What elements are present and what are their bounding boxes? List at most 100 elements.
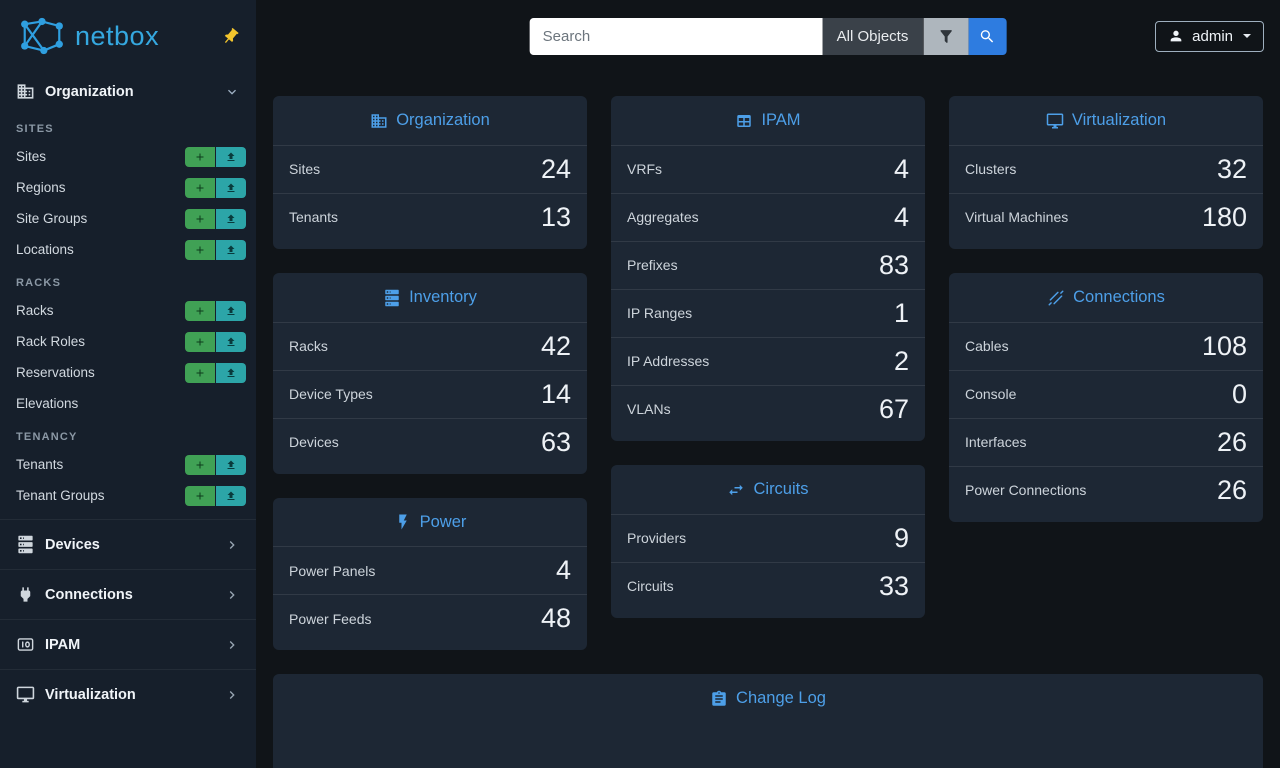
sidebar-item-label: IPAM: [45, 636, 81, 653]
sidebar-item-reservations[interactable]: Reservations: [0, 357, 256, 388]
stat-row-power-panels[interactable]: Power Panels 4: [273, 546, 587, 594]
sidebar-item-virtualization[interactable]: Virtualization: [0, 669, 256, 719]
stat-row-virtual-machines[interactable]: Virtual Machines 180: [949, 192, 1263, 241]
card-header[interactable]: IPAM: [611, 96, 925, 145]
stat-value: 9: [893, 522, 909, 553]
card-header[interactable]: Virtualization: [949, 96, 1263, 145]
add-button[interactable]: [185, 362, 215, 383]
user-menu-button[interactable]: admin: [1155, 20, 1264, 52]
sidebar-item-label: Elevations: [16, 396, 79, 411]
sidebar-item-organization[interactable]: Organization: [0, 72, 256, 111]
stat-row-vlans[interactable]: VLANs 67: [611, 384, 925, 433]
pin-icon[interactable]: [217, 23, 244, 50]
import-button[interactable]: [216, 300, 246, 321]
add-button[interactable]: [185, 454, 215, 475]
stat-value: 14: [540, 378, 571, 409]
sidebar-item-connections[interactable]: Connections: [0, 569, 256, 619]
stat-row-vrfs[interactable]: VRFs 4: [611, 144, 925, 193]
card-organization: Organization Sites 24 Tenants 13: [273, 96, 587, 249]
import-button[interactable]: [216, 177, 246, 198]
stat-row-ip-addresses[interactable]: IP Addresses 2: [611, 336, 925, 385]
stat-value: 2: [893, 345, 909, 376]
sidebar-item-sites[interactable]: Sites: [0, 141, 256, 172]
import-button[interactable]: [216, 146, 246, 167]
stat-row-sites[interactable]: Sites 24: [273, 144, 587, 193]
search-button[interactable]: [968, 17, 1007, 55]
stat-row-tenants[interactable]: Tenants 13: [273, 192, 587, 241]
stat-row-power-feeds[interactable]: Power Feeds 48: [273, 594, 587, 642]
sidebar: netbox Organization SITES Sites Regions Sit…: [0, 0, 256, 768]
card-header[interactable]: Change Log: [273, 674, 1263, 723]
card-header[interactable]: Circuits: [611, 465, 925, 514]
stat-label: IP Ranges: [627, 305, 693, 322]
dashboard-column: Virtualization Clusters 32 Virtual Machines…: [949, 96, 1263, 650]
import-button[interactable]: [216, 208, 246, 229]
stat-row-cables[interactable]: Cables 108: [949, 321, 1263, 370]
sidebar-item-regions[interactable]: Regions: [0, 172, 256, 203]
add-button[interactable]: [185, 208, 215, 229]
stat-row-prefixes[interactable]: Prefixes 83: [611, 240, 925, 289]
sidebar-item-racks[interactable]: Racks: [0, 295, 256, 326]
import-button[interactable]: [216, 362, 246, 383]
sidebar-item-devices[interactable]: Devices: [0, 519, 256, 569]
add-button[interactable]: [185, 239, 215, 260]
netbox-logo-text: netbox: [75, 20, 160, 51]
stat-row-device-types[interactable]: Device Types 14: [273, 369, 587, 418]
stat-row-aggregates[interactable]: Aggregates 4: [611, 192, 925, 241]
server-icon: [383, 289, 401, 307]
stat-row-ip-ranges[interactable]: IP Ranges 1: [611, 288, 925, 337]
sidebar-item-ipam[interactable]: IPAM: [0, 619, 256, 669]
stat-row-devices[interactable]: Devices 63: [273, 417, 587, 466]
netbox-logo[interactable]: netbox: [16, 16, 159, 56]
object-type-dropdown[interactable]: All Objects: [822, 17, 923, 55]
stat-row-interfaces[interactable]: Interfaces 26: [949, 417, 1263, 466]
search-input[interactable]: [529, 17, 823, 55]
add-button[interactable]: [185, 177, 215, 198]
import-button[interactable]: [216, 485, 246, 506]
lightning-icon: [394, 513, 412, 531]
add-button[interactable]: [185, 331, 215, 352]
sidebar-item-locations[interactable]: Locations: [0, 234, 256, 265]
stat-row-power-connections[interactable]: Power Connections 26: [949, 465, 1263, 514]
card-header[interactable]: Power: [273, 498, 587, 547]
stat-label: Clusters: [965, 161, 1017, 178]
stat-row-racks[interactable]: Racks 42: [273, 321, 587, 370]
card-ipam: IPAM VRFs 4 Aggregates 4 Prefixes 83 IP Ranges 1…: [611, 96, 925, 441]
building-icon: [370, 112, 388, 130]
quick-actions: [185, 454, 246, 475]
card-power: Power Power Panels 4 Power Feeds 48: [273, 497, 587, 651]
stat-label: Power Feeds: [289, 610, 372, 627]
quick-actions: [185, 362, 246, 383]
import-button[interactable]: [216, 454, 246, 475]
import-button[interactable]: [216, 239, 246, 260]
stat-row-circuits[interactable]: Circuits 33: [611, 561, 925, 610]
stat-label: IP Addresses: [627, 353, 710, 370]
quick-actions: [185, 208, 246, 229]
stat-row-providers[interactable]: Providers 9: [611, 513, 925, 562]
stat-label: Tenants: [289, 209, 339, 226]
add-button[interactable]: [185, 300, 215, 321]
sidebar-item-rack-roles[interactable]: Rack Roles: [0, 326, 256, 357]
card-title: Power: [419, 512, 467, 531]
import-button[interactable]: [216, 331, 246, 352]
stat-value: 4: [555, 555, 571, 586]
card-header[interactable]: Inventory: [273, 273, 587, 322]
stat-label: Prefixes: [627, 257, 678, 274]
add-button[interactable]: [185, 485, 215, 506]
sidebar-item-label: Site Groups: [16, 211, 88, 226]
card-header[interactable]: Connections: [949, 273, 1263, 322]
stat-row-console[interactable]: Console 0: [949, 369, 1263, 418]
sidebar-item-label: Tenant Groups: [16, 488, 105, 503]
sidebar-item-tenants[interactable]: Tenants: [0, 449, 256, 480]
filter-button[interactable]: [922, 17, 969, 55]
stat-row-clusters[interactable]: Clusters 32: [949, 144, 1263, 193]
sidebar-item-elevations[interactable]: Elevations: [0, 388, 256, 419]
stat-label: Devices: [289, 434, 339, 451]
table-icon: [735, 112, 753, 130]
sidebar-item-tenant-groups[interactable]: Tenant Groups: [0, 480, 256, 511]
add-button[interactable]: [185, 146, 215, 167]
sidebar-item-label: Rack Roles: [16, 334, 86, 349]
sidebar-item-site-groups[interactable]: Site Groups: [0, 203, 256, 234]
card-header[interactable]: Organization: [273, 96, 587, 145]
filter-icon: [937, 28, 954, 45]
